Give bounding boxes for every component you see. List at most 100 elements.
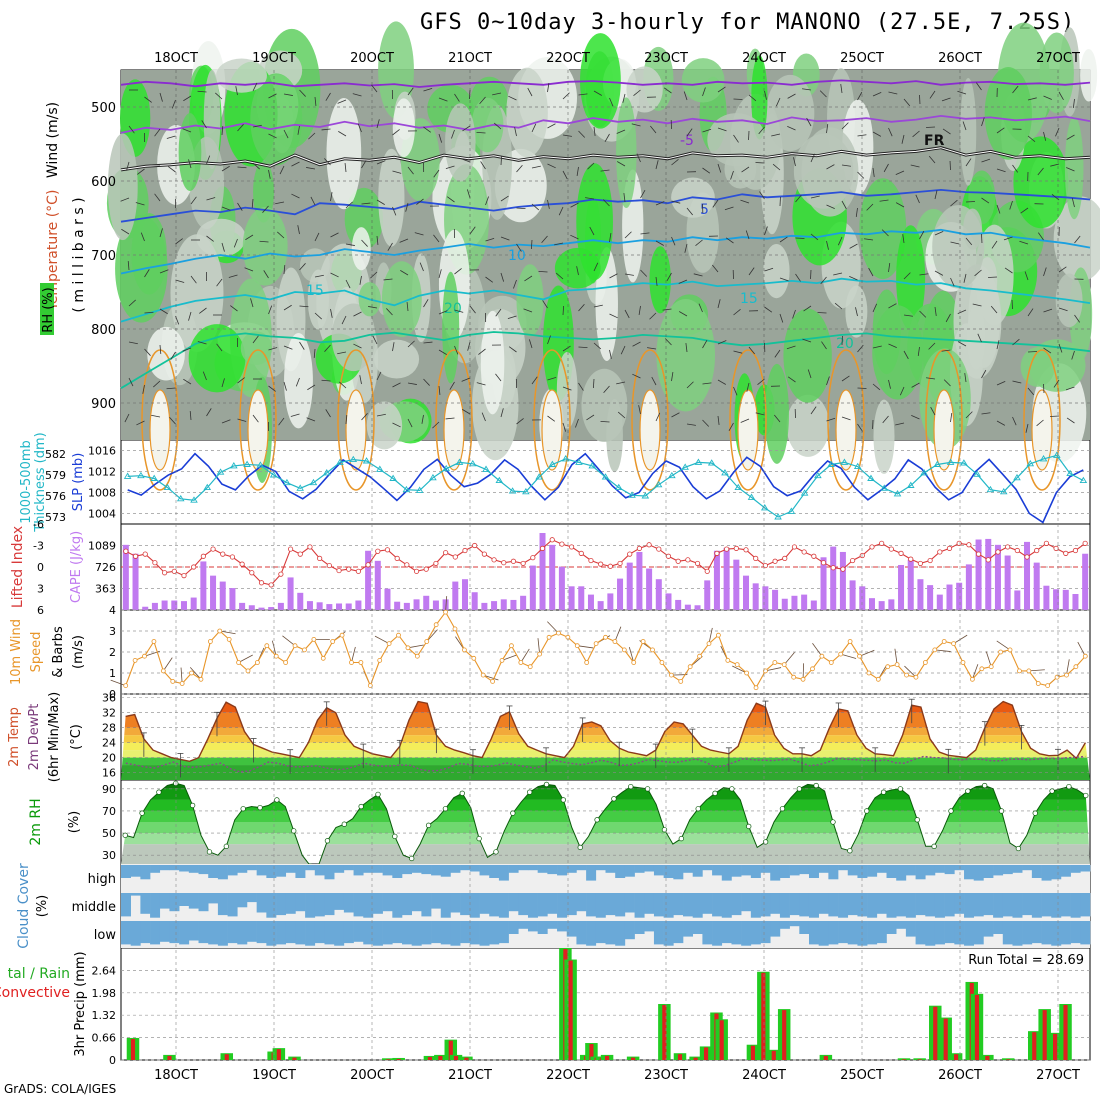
wind-barb bbox=[996, 380, 1006, 386]
wind-barb bbox=[432, 421, 440, 429]
wind-barb bbox=[603, 385, 610, 394]
wind-barb bbox=[617, 411, 626, 419]
thickness-point bbox=[893, 490, 902, 497]
cloud-cell-high bbox=[343, 865, 354, 871]
precip-conv-bar bbox=[453, 1055, 459, 1060]
wind-barb bbox=[392, 170, 402, 174]
cape-bar bbox=[684, 604, 691, 610]
cape-bar bbox=[297, 592, 304, 610]
cape-bar bbox=[791, 595, 798, 610]
warm-core bbox=[541, 389, 563, 471]
lifted-index-point bbox=[840, 566, 846, 572]
wind-barb bbox=[996, 204, 1001, 214]
lifted-index-point bbox=[1024, 554, 1030, 560]
wind-barb bbox=[376, 413, 386, 417]
wind-speed-point bbox=[1073, 664, 1079, 670]
rh-point bbox=[560, 797, 567, 803]
x-tick-label-bottom: 21OCT bbox=[448, 1068, 492, 1083]
rh-patch bbox=[873, 399, 895, 474]
wind-barb bbox=[895, 202, 905, 208]
x-tick-label-bottom: 27OCT bbox=[1036, 1068, 1080, 1083]
lifted-index-point bbox=[510, 558, 517, 564]
wind-barb bbox=[783, 652, 795, 665]
cape-bar bbox=[1072, 594, 1079, 610]
cape-bar bbox=[491, 601, 498, 610]
thickness-point bbox=[694, 458, 703, 465]
isotherm-label: 10 bbox=[508, 248, 526, 264]
lifted-index-point bbox=[404, 562, 410, 568]
wind-barb bbox=[911, 382, 920, 388]
cloud-cell-low bbox=[1080, 921, 1091, 945]
cloud-cell-low bbox=[983, 921, 994, 937]
precip-conv-bar bbox=[974, 994, 980, 1060]
wind-barb bbox=[985, 651, 992, 667]
wind-barb bbox=[433, 234, 440, 243]
warm-core bbox=[443, 389, 465, 471]
cloud-cell-middle bbox=[605, 893, 616, 916]
cloud-cell-high bbox=[712, 865, 723, 876]
wind-speed-point bbox=[283, 660, 289, 665]
thickness-point bbox=[243, 460, 251, 467]
wind-barb bbox=[888, 127, 893, 137]
wind-barb bbox=[779, 313, 784, 323]
wind-barb bbox=[314, 312, 322, 320]
precip-conv-bar bbox=[292, 1057, 297, 1060]
wind-barb bbox=[733, 386, 738, 396]
cloud-cell-low bbox=[828, 921, 839, 945]
wind-barb bbox=[1073, 98, 1075, 108]
lifted-index-point bbox=[598, 561, 604, 567]
wind-barb bbox=[407, 87, 414, 96]
wind-barb bbox=[609, 97, 614, 107]
lifted-index-point bbox=[365, 562, 371, 568]
wind-barb bbox=[957, 341, 967, 347]
wind-barb bbox=[717, 86, 726, 93]
wind-barb bbox=[221, 378, 225, 388]
thickness-point bbox=[508, 487, 517, 494]
wind-barb bbox=[469, 305, 476, 314]
cape-bar bbox=[258, 607, 265, 610]
rh-point bbox=[459, 790, 465, 796]
wind-barb bbox=[237, 418, 247, 422]
cloud-cell-high bbox=[983, 865, 994, 878]
rh-patch bbox=[506, 67, 548, 158]
cloud-cell-low bbox=[402, 921, 412, 945]
cloud-cell-high bbox=[586, 865, 597, 881]
rh-point bbox=[139, 810, 145, 816]
wind-barb bbox=[523, 308, 533, 313]
wind-barb bbox=[159, 228, 163, 238]
cloud-cell-middle bbox=[983, 893, 994, 916]
wind-barb bbox=[451, 129, 455, 139]
wind-barb bbox=[137, 168, 145, 175]
x-tick-label-bottom: 23OCT bbox=[644, 1068, 688, 1083]
wind-barb bbox=[903, 350, 909, 360]
wind-speed-point bbox=[160, 668, 166, 674]
thickness-point bbox=[787, 507, 796, 514]
wind-barb bbox=[1065, 386, 1075, 391]
cloud-cell-low bbox=[460, 921, 471, 944]
wind-barb bbox=[414, 232, 424, 236]
wind-barb bbox=[1009, 200, 1013, 210]
wind-barb bbox=[476, 131, 486, 134]
y-label-temp-2: (6hr Min/Max) bbox=[47, 692, 62, 782]
cloud-cell-high bbox=[683, 865, 694, 873]
wind-speed-point bbox=[988, 664, 994, 670]
wind-barb bbox=[632, 341, 641, 347]
cloud-cell-middle bbox=[799, 893, 810, 917]
lifted-index-point bbox=[898, 550, 904, 556]
x-tick-label-bottom: 18OCT bbox=[154, 1068, 198, 1083]
wind-barb bbox=[872, 345, 882, 349]
wind-barb bbox=[144, 348, 151, 356]
wind-barb bbox=[717, 379, 726, 385]
cloud-cell-high bbox=[188, 865, 199, 873]
wind-barb bbox=[991, 240, 998, 249]
wind-barb bbox=[330, 192, 333, 202]
lifted-index-point bbox=[753, 555, 759, 562]
wind-speed-point bbox=[358, 660, 364, 665]
wind-barb bbox=[330, 308, 333, 318]
wind-barb bbox=[508, 95, 517, 101]
wind-barb bbox=[188, 311, 192, 321]
rh-point bbox=[644, 786, 651, 792]
cloud-cell-low bbox=[469, 921, 480, 945]
rh-patch bbox=[681, 58, 725, 103]
